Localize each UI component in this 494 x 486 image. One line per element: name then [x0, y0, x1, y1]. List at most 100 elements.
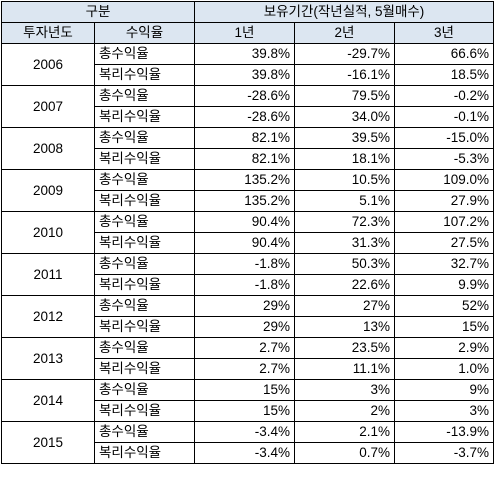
value-cell: 90.4%: [194, 211, 295, 233]
value-cell: 27.9%: [394, 190, 494, 212]
year-cell: 2011: [1, 253, 95, 296]
value-cell: 15%: [394, 316, 494, 338]
return-type-cell: 복리수익율: [94, 148, 195, 170]
value-cell: 3%: [294, 379, 395, 401]
value-cell: -28.6%: [194, 106, 295, 128]
table-row: 2008 총수익율 82.1% 39.5% -15.0%: [1, 127, 494, 170]
table-row: 2006 총수익율 39.8% -29.7% 66.6%: [1, 43, 494, 86]
return-type-cell: 복리수익율: [94, 358, 195, 380]
year-cell: 2012: [1, 295, 95, 338]
value-cell: 66.6%: [394, 43, 494, 65]
value-cell: 23.5%: [294, 337, 395, 359]
table-row: 복리수익율 82.1% 18.1% -5.3%: [2, 148, 494, 170]
year-cell: 2008: [1, 127, 95, 170]
value-cell: 32.7%: [394, 253, 494, 275]
value-cell: 52%: [394, 295, 494, 317]
table-row: 2011 총수익율 -1.8% 50.3% 32.7%: [1, 253, 494, 296]
table-row: 2009 총수익율 135.2% 10.5% 109.0%: [1, 169, 494, 212]
year-cell: 2006: [1, 43, 95, 86]
value-cell: 9.9%: [394, 274, 494, 296]
value-cell: -1.8%: [194, 253, 295, 275]
value-cell: 2.7%: [194, 337, 295, 359]
value-cell: 39.8%: [194, 64, 295, 86]
return-type-cell: 총수익율: [94, 253, 195, 275]
value-cell: 135.2%: [194, 169, 295, 191]
value-cell: 72.3%: [294, 211, 395, 233]
table-row: 2007 총수익율 -28.6% 79.5% -0.2%: [1, 85, 494, 128]
value-cell: 34.0%: [294, 106, 395, 128]
value-cell: -15.0%: [394, 127, 494, 149]
value-cell: 18.5%: [394, 64, 494, 86]
value-cell: 11.1%: [294, 358, 395, 380]
value-cell: 107.2%: [394, 211, 494, 233]
return-type-cell: 총수익율: [94, 169, 195, 191]
return-type-cell: 총수익율: [94, 421, 195, 443]
value-cell: -13.9%: [394, 421, 494, 443]
return-type-cell: 총수익율: [94, 43, 195, 65]
value-cell: 15%: [194, 379, 295, 401]
value-cell: 135.2%: [194, 190, 295, 212]
value-cell: 90.4%: [194, 232, 295, 254]
value-cell: 29%: [194, 316, 295, 338]
value-cell: 27.5%: [394, 232, 494, 254]
value-cell: 3%: [394, 400, 494, 422]
value-cell: -29.7%: [294, 43, 395, 65]
return-type-cell: 복리수익율: [94, 316, 195, 338]
value-cell: -3.4%: [194, 442, 295, 464]
value-cell: 2.1%: [294, 421, 395, 443]
value-cell: 2%: [294, 400, 395, 422]
return-header: 수익율: [94, 22, 195, 44]
return-type-cell: 총수익율: [94, 379, 195, 401]
value-cell: 13%: [294, 316, 395, 338]
value-cell: 18.1%: [294, 148, 395, 170]
value-cell: 82.1%: [194, 127, 295, 149]
value-cell: 1.0%: [394, 358, 494, 380]
category-header: 구분: [1, 1, 195, 23]
year-cell: 2014: [1, 379, 95, 422]
return-type-cell: 복리수익율: [94, 274, 195, 296]
period-2y-header: 2년: [294, 22, 395, 44]
table-row: 복리수익율 -1.8% 22.6% 9.9%: [2, 274, 494, 296]
return-type-cell: 총수익율: [94, 85, 195, 107]
value-cell: -5.3%: [394, 148, 494, 170]
return-type-cell: 복리수익율: [94, 400, 195, 422]
value-cell: 5.1%: [294, 190, 395, 212]
table-row: 복리수익율 29% 13% 15%: [2, 316, 494, 338]
return-type-cell: 복리수익율: [94, 64, 195, 86]
value-cell: 0.7%: [294, 442, 395, 464]
year-header: 투자년도: [1, 22, 95, 44]
value-cell: 109.0%: [394, 169, 494, 191]
value-cell: -16.1%: [294, 64, 395, 86]
value-cell: 31.3%: [294, 232, 395, 254]
header-row-2: 투자년도 수익율 1년 2년 3년: [1, 22, 494, 44]
table-row: 2012 총수익율 29% 27% 52%: [1, 295, 494, 338]
value-cell: 39.8%: [194, 43, 295, 65]
table-row: 2013 총수익율 2.7% 23.5% 2.9%: [1, 337, 494, 380]
header-row-1: 구분 보유기간(작년실적, 5월매수): [1, 1, 494, 23]
value-cell: 29%: [194, 295, 295, 317]
year-cell: 2015: [1, 421, 95, 464]
value-cell: -0.1%: [394, 106, 494, 128]
returns-table: 구분 보유기간(작년실적, 5월매수) 투자년도 수익율 1년 2년 3년 20…: [1, 1, 494, 464]
return-type-cell: 총수익율: [94, 295, 195, 317]
value-cell: 27%: [294, 295, 395, 317]
value-cell: 15%: [194, 400, 295, 422]
value-cell: 22.6%: [294, 274, 395, 296]
table-row: 복리수익율 135.2% 5.1% 27.9%: [2, 190, 494, 212]
value-cell: -0.2%: [394, 85, 494, 107]
table-row: 복리수익율 90.4% 31.3% 27.5%: [2, 232, 494, 254]
value-cell: -3.7%: [394, 442, 494, 464]
year-cell: 2007: [1, 85, 95, 128]
value-cell: 2.7%: [194, 358, 295, 380]
value-cell: 10.5%: [294, 169, 395, 191]
year-cell: 2009: [1, 169, 95, 212]
value-cell: 2.9%: [394, 337, 494, 359]
return-type-cell: 총수익율: [94, 337, 195, 359]
value-cell: -28.6%: [194, 85, 295, 107]
table-row: 복리수익율 -3.4% 0.7% -3.7%: [2, 442, 494, 464]
value-cell: 82.1%: [194, 148, 295, 170]
table-row: 복리수익율 15% 2% 3%: [2, 400, 494, 422]
period-3y-header: 3년: [394, 22, 494, 44]
holding-period-header: 보유기간(작년실적, 5월매수): [194, 1, 494, 23]
table-row: 2010 총수익율 90.4% 72.3% 107.2%: [1, 211, 494, 254]
